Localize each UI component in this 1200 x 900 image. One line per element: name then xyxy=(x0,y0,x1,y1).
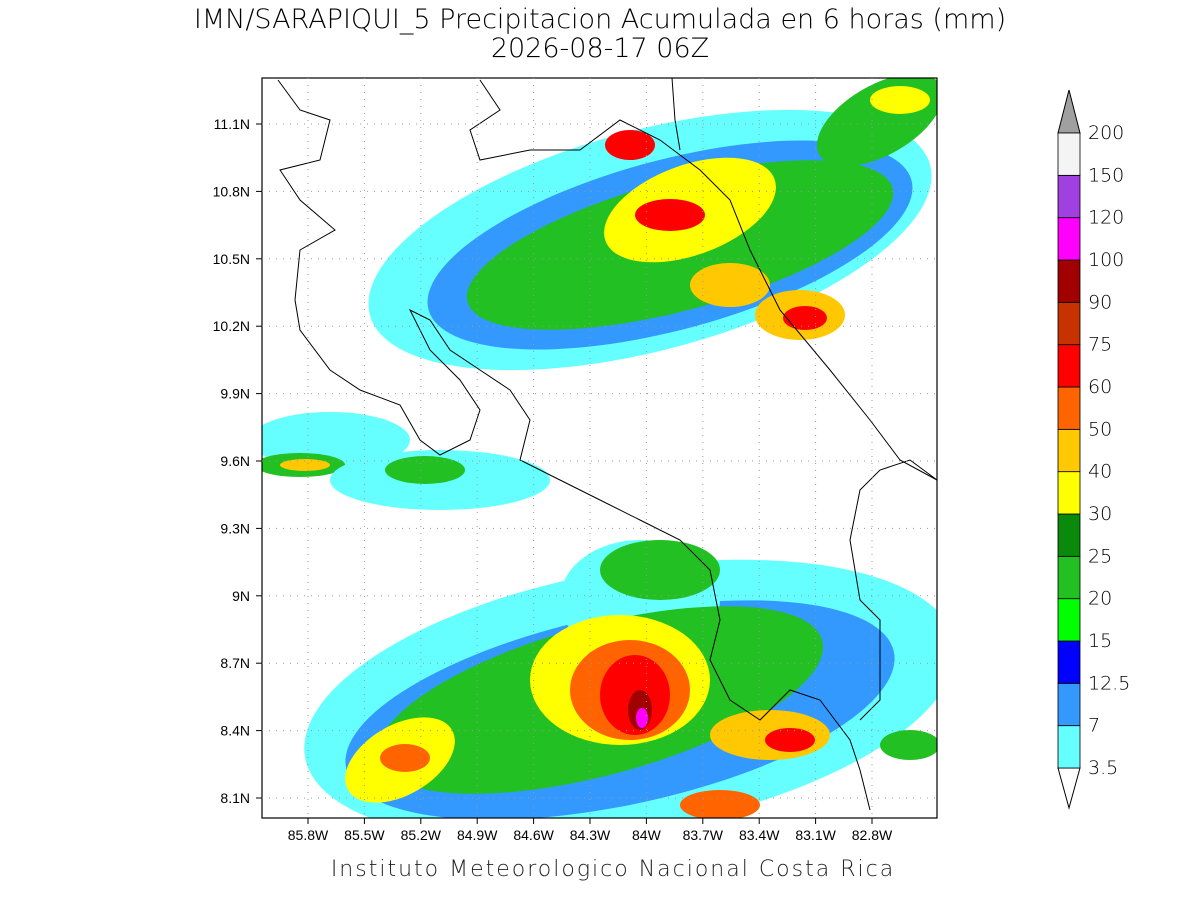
over-triangle xyxy=(1057,89,1081,134)
colorbar-label: 75 xyxy=(1088,334,1112,356)
lat-label: 9.6N xyxy=(220,453,250,469)
lat-label: 8.4N xyxy=(220,723,250,739)
lon-label: 83.4W xyxy=(739,827,780,843)
colorbar-label: 150 xyxy=(1088,164,1124,186)
colorbar-label: 12.5 xyxy=(1088,672,1130,694)
colorbar-label: 20 xyxy=(1088,588,1112,610)
color-swatch xyxy=(1057,344,1081,388)
color-swatch xyxy=(1057,259,1081,303)
lat-label: 9.9N xyxy=(220,386,250,402)
under-triangle xyxy=(1057,767,1081,810)
lat-label: 10.5N xyxy=(213,251,250,267)
color-swatch xyxy=(1057,132,1081,176)
lon-label: 84.9W xyxy=(457,827,498,843)
colorbar-label: 40 xyxy=(1088,461,1112,483)
colorbar-label: 90 xyxy=(1088,291,1112,313)
subtitle: 2026-08-17 06Z xyxy=(491,33,709,64)
lat-label: 10.2N xyxy=(213,318,250,334)
colorbar-label: 120 xyxy=(1088,207,1124,229)
color-swatch xyxy=(1057,301,1081,346)
lon-label: 85.2W xyxy=(401,827,442,843)
color-swatch xyxy=(1057,682,1081,727)
color-swatch xyxy=(1057,725,1081,769)
map-frame xyxy=(261,77,938,819)
color-swatch xyxy=(1057,471,1081,515)
lat-label: 9N xyxy=(232,588,250,604)
colorbar-label: 7 xyxy=(1088,715,1100,737)
lon-label: 85.5W xyxy=(344,827,385,843)
colorbar-label: 30 xyxy=(1088,503,1112,525)
axes: 11.1N 10.8N 10.5N 10.2N 9.9N 9.6N 9.3N 9N 8.7N 8.… xyxy=(213,78,937,843)
lon-label: 82.8W xyxy=(852,827,893,843)
colorbar: 3.5 7 12.5 15 20 25 30 40 50 60 75 90 100 120 150 200 xyxy=(1057,89,1130,810)
color-swatch xyxy=(1057,555,1081,600)
color-swatch xyxy=(1057,217,1081,261)
footer: Instituto Meteorologico Nacional Costa R… xyxy=(331,857,895,882)
colorbar-label: 15 xyxy=(1088,630,1112,652)
lon-label: 84.6W xyxy=(513,827,554,843)
color-swatch xyxy=(1057,598,1081,642)
colorbar-label: 60 xyxy=(1088,376,1112,398)
title: IMN/SARAPIQUI_5 Precipitacion Acumulada … xyxy=(194,4,1006,35)
lon-label: 84W xyxy=(632,827,662,843)
colorbar-label: 200 xyxy=(1088,122,1124,144)
lat-label: 8.1N xyxy=(220,790,250,806)
lat-label: 9.3N xyxy=(220,520,250,536)
color-swatch xyxy=(1057,174,1081,219)
lon-label: 85.8W xyxy=(288,827,329,843)
color-swatch xyxy=(1057,513,1081,557)
color-swatch xyxy=(1057,640,1081,684)
lon-label: 84.3W xyxy=(570,827,611,843)
lat-label: 11.1N xyxy=(214,116,250,132)
colorbar-label: 3.5 xyxy=(1088,757,1118,779)
precip-field xyxy=(262,78,937,818)
color-swatch xyxy=(1057,386,1081,430)
colorbar-label: 50 xyxy=(1088,418,1112,440)
color-swatch xyxy=(1057,428,1081,473)
coastline xyxy=(277,78,937,811)
lon-label: 83.1W xyxy=(795,827,836,843)
colorbar-label: 25 xyxy=(1088,545,1112,567)
colorbar-label: 100 xyxy=(1088,249,1124,271)
lat-label: 8.7N xyxy=(220,655,250,671)
lon-label: 83.7W xyxy=(683,827,724,843)
lat-label: 10.8N xyxy=(213,183,250,199)
